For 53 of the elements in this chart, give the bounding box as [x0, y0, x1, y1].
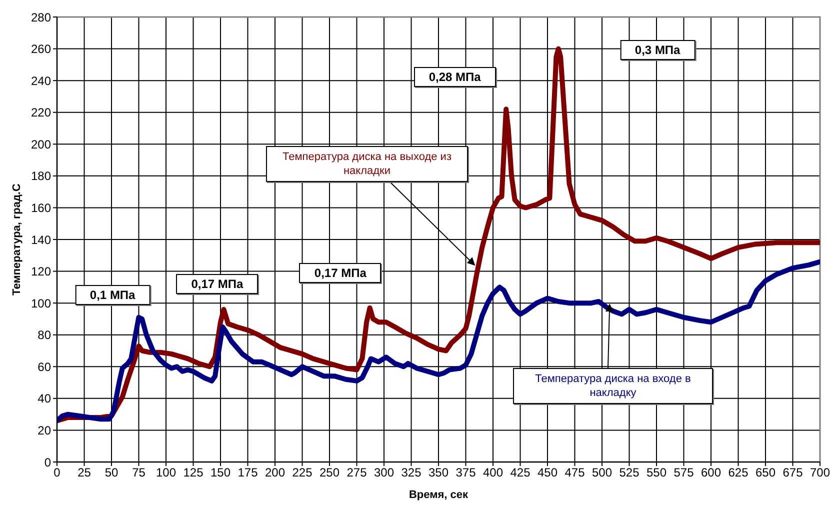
y-tick-label: 100: [30, 296, 52, 310]
x-tick-label: 500: [592, 466, 612, 480]
label-box: Температура диска на входе в накладку: [513, 368, 713, 404]
x-tick-label: 425: [510, 466, 531, 480]
y-tick-label: 200: [30, 137, 52, 152]
x-tick-label: 325: [401, 466, 422, 480]
label-box: 0,3 МПа: [620, 40, 696, 60]
x-tick-label: 300: [374, 466, 394, 480]
y-tick-label: 0: [44, 455, 52, 470]
x-tick-label: 650: [755, 466, 776, 480]
y-tick-label: 60: [38, 360, 52, 374]
x-tick-label: 675: [782, 466, 804, 480]
x-tick-label: 450: [537, 466, 558, 480]
x-tick-label: 350: [428, 466, 449, 480]
x-tick-label: 225: [292, 466, 313, 480]
x-tick-label: 0: [54, 466, 61, 480]
x-tick-label: 475: [564, 466, 586, 480]
y-tick-label: 40: [38, 392, 52, 406]
x-tick-label: 400: [482, 466, 504, 480]
label-box: 0,28 МПа: [414, 67, 496, 88]
x-tick-label: 150: [210, 466, 231, 480]
x-tick-label: 525: [619, 466, 640, 480]
label-box: 0,1 МПа: [74, 285, 150, 306]
x-tick-label: 375: [456, 466, 476, 480]
y-tick-label: 80: [38, 328, 52, 342]
y-tick-label: 20: [38, 423, 52, 438]
y-tick-label: 180: [30, 169, 52, 184]
x-tick-label: 100: [156, 466, 176, 480]
x-tick-label: 75: [132, 466, 146, 480]
x-tick-label: 25: [78, 466, 92, 480]
x-tick-label: 600: [700, 466, 722, 480]
x-tick-label: 175: [238, 466, 258, 480]
label-box: 0,17 МПа: [299, 262, 382, 283]
y-tick-label: 260: [30, 42, 52, 56]
y-tick-label: 220: [30, 106, 52, 120]
label-box: Температура диска на выходе из накладки: [266, 146, 468, 182]
y-tick-label: 140: [30, 232, 52, 247]
x-tick-label: 275: [346, 466, 368, 480]
y-tick-label: 280: [30, 10, 52, 24]
x-tick-label: 700: [810, 466, 830, 480]
x-tick-label: 200: [264, 466, 286, 480]
x-tick-label: 50: [104, 466, 118, 480]
x-tick-label: 625: [728, 466, 749, 480]
x-tick-label: 550: [646, 466, 667, 480]
y-axis-title: Температура, град.С: [11, 184, 23, 296]
y-tick-label: 120: [30, 264, 52, 279]
x-tick-label: 575: [674, 466, 694, 480]
y-tick-label: 160: [30, 200, 52, 215]
label-box: 0,17 МПа: [176, 274, 258, 294]
x-axis-title: Время, сек: [408, 489, 469, 501]
x-tick-label: 125: [183, 466, 204, 480]
y-tick-label: 240: [30, 74, 52, 88]
x-tick-label: 250: [319, 466, 340, 480]
